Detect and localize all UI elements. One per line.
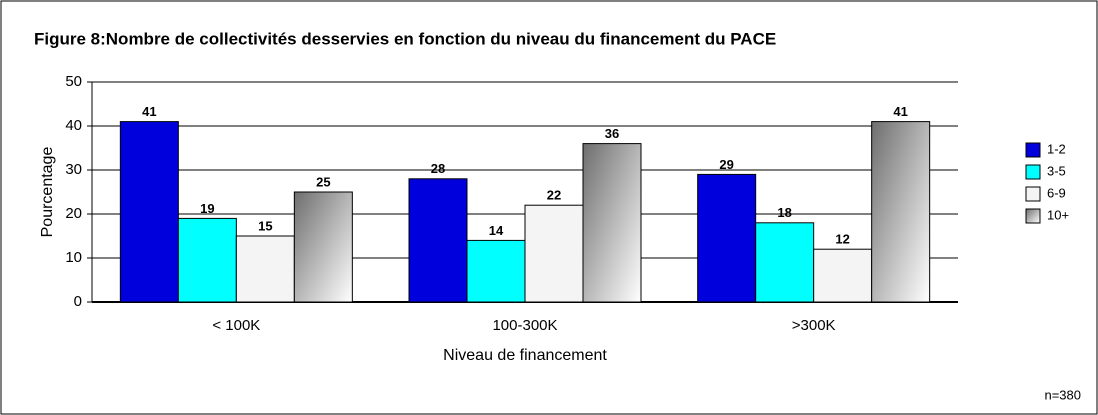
legend-label: 1-2 (1047, 141, 1066, 156)
x-tick-label: >300K (792, 317, 836, 334)
x-tick-label: 100-300K (492, 317, 557, 334)
legend-swatch (1025, 208, 1041, 224)
bar (119, 121, 179, 303)
bar (755, 222, 815, 303)
value-label: 41 (893, 104, 907, 119)
y-tick-label: 30 (65, 161, 82, 178)
bar (293, 191, 353, 303)
value-label: 36 (605, 126, 619, 141)
y-tick-label: 10 (65, 249, 82, 266)
bar (466, 239, 526, 303)
value-label: 29 (719, 157, 733, 172)
value-label: 15 (258, 218, 272, 233)
legend-swatch (1025, 164, 1041, 180)
note: n=380 (1044, 387, 1081, 402)
bar (871, 121, 931, 303)
y-tick-label: 20 (65, 205, 82, 222)
value-label: 12 (835, 232, 849, 247)
y-tick-label: 40 (65, 117, 82, 134)
legend-swatch (1025, 186, 1041, 202)
bar (697, 173, 757, 303)
value-label: 41 (142, 104, 156, 119)
legend-swatch (1025, 142, 1041, 158)
value-label: 28 (431, 161, 445, 176)
x-axis-label: Niveau de financement (443, 347, 607, 364)
y-tick-label: 50 (65, 73, 82, 90)
value-label: 14 (489, 223, 504, 238)
legend-label: 6-9 (1047, 185, 1066, 200)
bar (813, 248, 873, 303)
value-label: 18 (777, 205, 791, 220)
value-label: 22 (547, 188, 561, 203)
legend-label: 10+ (1047, 207, 1069, 222)
bar (177, 217, 237, 303)
legend-label: 3-5 (1047, 163, 1066, 178)
value-label: 19 (200, 201, 214, 216)
x-tick-label: < 100K (212, 317, 260, 334)
bar (582, 143, 642, 303)
value-label: 25 (316, 174, 330, 189)
chart-title: Figure 8:Nombre de collectivités desserv… (34, 29, 776, 48)
bar (408, 178, 468, 303)
y-tick-label: 0 (74, 293, 82, 310)
bar (235, 235, 295, 303)
bar (524, 204, 584, 303)
y-axis-label: Pourcentage (39, 147, 56, 238)
